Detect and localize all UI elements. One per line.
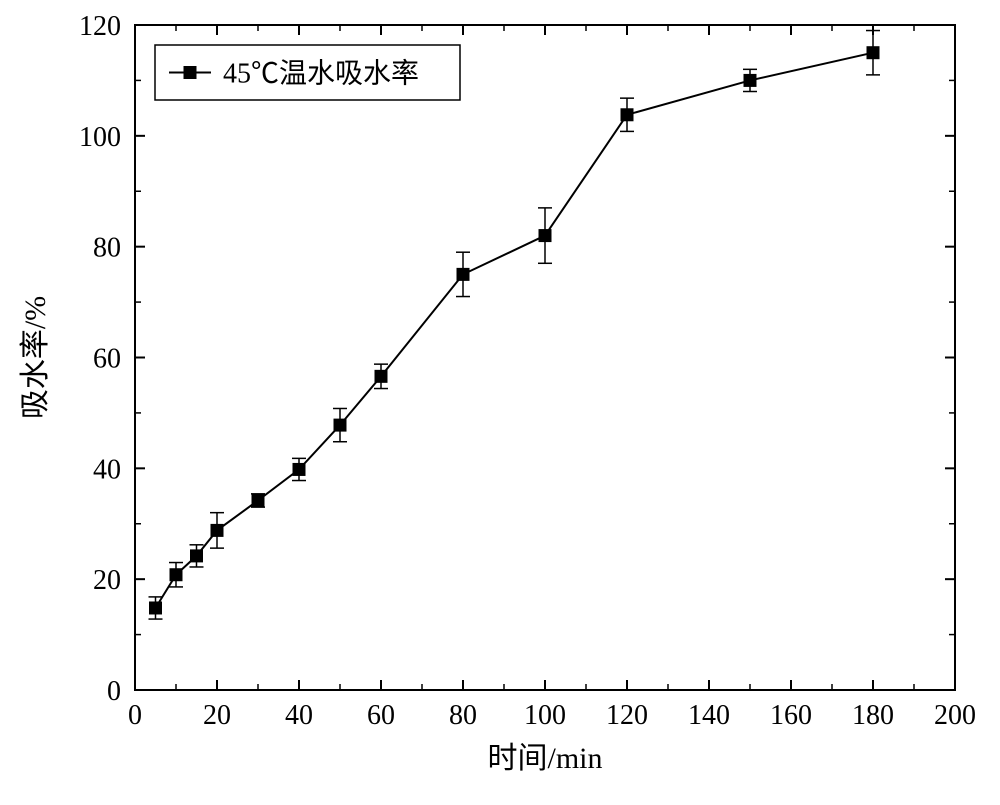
x-tick-label: 60 [367, 700, 395, 731]
data-marker [867, 47, 879, 59]
chart-container: 0 20 40 60 80 100 120 140 160 180 200 0 20 40 60 80 100 1… [0, 0, 1000, 805]
data-marker [375, 370, 387, 382]
data-marker [170, 569, 182, 581]
data-marker [457, 268, 469, 280]
chart-svg: 0 20 40 60 80 100 120 140 160 180 200 0 20 40 60 80 100 1… [0, 0, 1000, 805]
y-tick-label: 120 [79, 11, 121, 42]
x-tick-label: 200 [934, 700, 976, 731]
data-marker [211, 524, 223, 536]
y-tick-label: 20 [93, 565, 121, 596]
data-marker [744, 74, 756, 86]
x-tick-label: 140 [688, 700, 730, 731]
x-tick-label: 80 [449, 700, 477, 731]
x-tick-label: 0 [128, 700, 142, 731]
data-marker [334, 419, 346, 431]
data-marker [191, 550, 203, 562]
y-tick-label: 40 [93, 454, 121, 485]
legend-marker-icon [184, 67, 196, 79]
data-marker [252, 494, 264, 506]
x-tick-label: 160 [770, 700, 812, 731]
data-marker [539, 230, 551, 242]
y-tick-label: 100 [79, 122, 121, 153]
y-axis-title: 吸水率/% [19, 296, 52, 419]
y-tick-label: 0 [107, 676, 121, 707]
x-axis-title: 时间/min [487, 742, 602, 775]
series-line [156, 53, 874, 608]
plot-frame [135, 25, 955, 690]
data-marker [150, 602, 162, 614]
x-tick-label: 120 [606, 700, 648, 731]
x-tick-label: 100 [524, 700, 566, 731]
x-tick-label: 180 [852, 700, 894, 731]
x-tick-label: 20 [203, 700, 231, 731]
data-marker [293, 463, 305, 475]
x-tick-label: 40 [285, 700, 313, 731]
data-marker [621, 109, 633, 121]
y-tick-label: 80 [93, 233, 121, 264]
y-tick-label: 60 [93, 344, 121, 375]
legend-label: 45℃温水吸水率 [223, 58, 419, 90]
